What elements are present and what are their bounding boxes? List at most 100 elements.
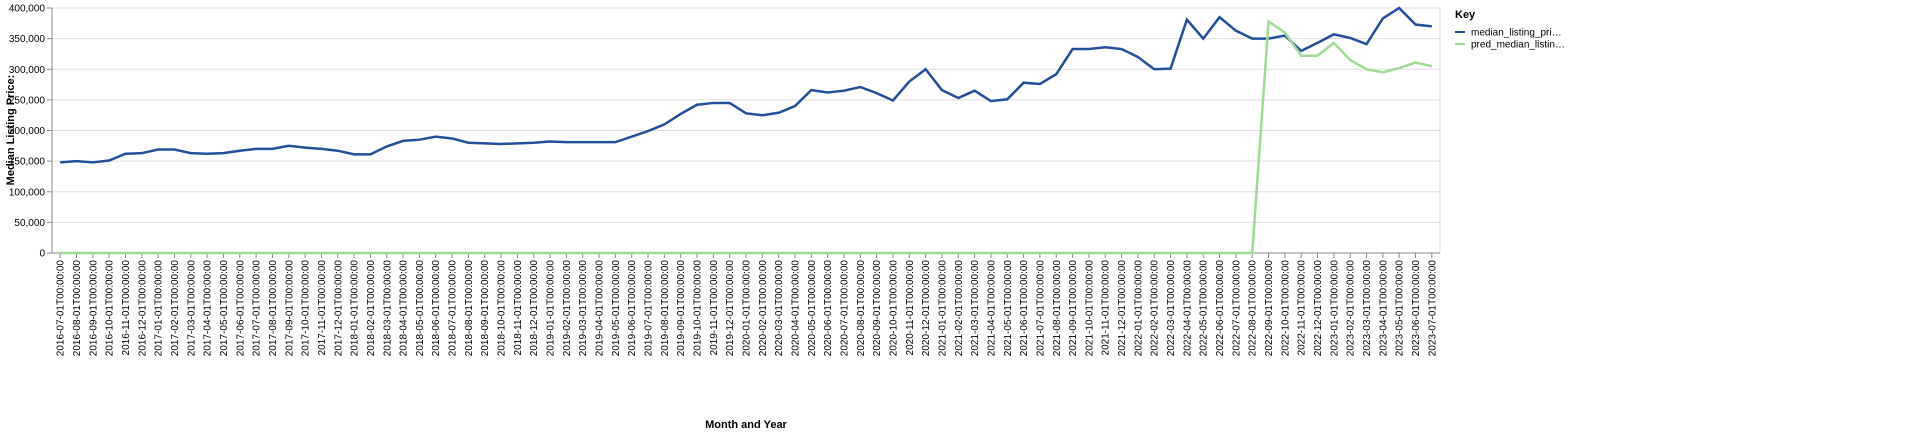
x-tick-label: 2019-07-01T00:00:00 <box>644 260 655 357</box>
series-line <box>60 6 1432 164</box>
x-tick-label: 2017-05-01T00:00:00 <box>219 260 230 357</box>
x-tick-label: 2022-02-01T00:00:00 <box>1150 260 1161 357</box>
x-tick-label: 2021-02-01T00:00:00 <box>954 260 965 357</box>
x-tick-label: 2022-06-01T00:00:00 <box>1215 260 1226 357</box>
legend-label: median_listing_pri… <box>1471 28 1562 39</box>
x-tick-label: 2023-04-01T00:00:00 <box>1378 260 1389 357</box>
x-tick-label: 2018-11-01T00:00:00 <box>513 260 524 356</box>
x-tick-label: 2016-08-01T00:00:00 <box>72 260 83 357</box>
y-tick-label: 200,000 <box>9 126 46 137</box>
x-tick-label: 2018-12-01T00:00:00 <box>529 260 540 357</box>
x-tick-label: 2017-12-01T00:00:00 <box>333 260 344 357</box>
x-tick-label: 2022-07-01T00:00:00 <box>1231 260 1242 357</box>
x-tick-label: 2021-03-01T00:00:00 <box>970 260 981 357</box>
x-tick-label: 2021-04-01T00:00:00 <box>986 260 997 357</box>
x-tick-label: 2021-07-01T00:00:00 <box>1035 260 1046 357</box>
x-tick-label: 2017-01-01T00:00:00 <box>154 260 165 357</box>
x-tick-label: 2017-03-01T00:00:00 <box>186 260 197 357</box>
x-tick-label: 2020-11-01T00:00:00 <box>905 260 916 356</box>
y-tick-label: 150,000 <box>9 157 46 168</box>
x-tick-label: 2019-11-01T00:00:00 <box>709 260 720 356</box>
legend-label: pred_median_listin… <box>1471 40 1565 51</box>
x-tick-label: 2023-06-01T00:00:00 <box>1411 260 1422 357</box>
x-tick-label: 2017-08-01T00:00:00 <box>268 260 279 357</box>
y-tick-label: 350,000 <box>9 34 46 45</box>
x-tick-label: 2020-12-01T00:00:00 <box>921 260 932 357</box>
x-tick-label: 2022-08-01T00:00:00 <box>1248 260 1259 357</box>
x-tick-label: 2022-11-01T00:00:00 <box>1297 260 1308 356</box>
x-tick-label: 2019-06-01T00:00:00 <box>627 260 638 357</box>
x-tick-label: 2022-10-01T00:00:00 <box>1280 260 1291 357</box>
x-tick-label: 2021-09-01T00:00:00 <box>1068 260 1079 357</box>
y-tick-label: 300,000 <box>9 65 46 76</box>
x-tick-label: 2023-05-01T00:00:00 <box>1395 260 1406 357</box>
x-tick-label: 2023-07-01T00:00:00 <box>1427 260 1438 357</box>
y-tick-label: 0 <box>39 249 45 260</box>
y-tick-label: 100,000 <box>9 187 46 198</box>
x-tick-label: 2020-10-01T00:00:00 <box>888 260 899 357</box>
x-tick-label: 2016-10-01T00:00:00 <box>105 260 116 357</box>
x-tick-label: 2019-01-01T00:00:00 <box>546 260 557 357</box>
x-tick-label: 2017-02-01T00:00:00 <box>170 260 181 357</box>
x-tick-label: 2021-05-01T00:00:00 <box>1003 260 1014 357</box>
x-tick-label: 2020-06-01T00:00:00 <box>823 260 834 357</box>
x-tick-label: 2017-06-01T00:00:00 <box>235 260 246 357</box>
y-tick-label: 400,000 <box>9 4 46 15</box>
x-tick-label: 2018-05-01T00:00:00 <box>415 260 426 357</box>
x-tick-label: 2022-12-01T00:00:00 <box>1313 260 1324 357</box>
x-tick-label: 2021-12-01T00:00:00 <box>1117 260 1128 357</box>
x-tick-label: 2016-07-01T00:00:00 <box>56 260 67 357</box>
x-tick-label: 2020-01-01T00:00:00 <box>742 260 753 357</box>
x-tick-label: 2018-08-01T00:00:00 <box>464 260 475 357</box>
legend-title: Key <box>1455 9 1476 21</box>
x-tick-label: 2018-10-01T00:00:00 <box>497 260 508 357</box>
x-tick-label: 2017-11-01T00:00:00 <box>317 260 328 356</box>
x-tick-label: 2019-02-01T00:00:00 <box>562 260 573 357</box>
x-tick-label: 2021-11-01T00:00:00 <box>1101 260 1112 356</box>
x-tick-label: 2016-11-01T00:00:00 <box>121 260 132 356</box>
x-tick-label: 2019-08-01T00:00:00 <box>660 260 671 357</box>
x-tick-label: 2020-09-01T00:00:00 <box>872 260 883 357</box>
x-tick-label: 2019-12-01T00:00:00 <box>725 260 736 357</box>
series-line <box>60 19 1433 255</box>
x-axis-title: Month and Year <box>705 419 787 431</box>
x-tick-label: 2021-06-01T00:00:00 <box>1019 260 1030 357</box>
x-tick-label: 2020-07-01T00:00:00 <box>839 260 850 357</box>
x-tick-label: 2023-03-01T00:00:00 <box>1362 260 1373 357</box>
x-tick-label: 2023-02-01T00:00:00 <box>1346 260 1357 357</box>
x-tick-label: 2018-07-01T00:00:00 <box>448 260 459 357</box>
x-tick-label: 2020-04-01T00:00:00 <box>790 260 801 357</box>
x-tick-label: 2018-01-01T00:00:00 <box>350 260 361 357</box>
x-tick-label: 2019-04-01T00:00:00 <box>595 260 606 357</box>
x-tick-label: 2023-01-01T00:00:00 <box>1329 260 1340 357</box>
x-tick-label: 2021-01-01T00:00:00 <box>937 260 948 357</box>
x-tick-label: 2022-01-01T00:00:00 <box>1133 260 1144 357</box>
y-tick-label: 50,000 <box>14 218 45 229</box>
x-tick-label: 2019-05-01T00:00:00 <box>611 260 622 357</box>
x-tick-label: 2019-03-01T00:00:00 <box>578 260 589 357</box>
x-tick-label: 2020-02-01T00:00:00 <box>758 260 769 357</box>
x-tick-label: 2019-10-01T00:00:00 <box>693 260 704 357</box>
x-tick-label: 2017-04-01T00:00:00 <box>203 260 214 357</box>
x-tick-label: 2022-03-01T00:00:00 <box>1166 260 1177 357</box>
x-tick-label: 2022-04-01T00:00:00 <box>1182 260 1193 357</box>
x-tick-label: 2018-09-01T00:00:00 <box>480 260 491 357</box>
x-tick-label: 2020-08-01T00:00:00 <box>856 260 867 357</box>
x-tick-label: 2020-05-01T00:00:00 <box>807 260 818 357</box>
x-tick-label: 2021-10-01T00:00:00 <box>1084 260 1095 357</box>
x-tick-label: 2021-08-01T00:00:00 <box>1052 260 1063 357</box>
x-tick-label: 2017-10-01T00:00:00 <box>301 260 312 357</box>
x-tick-label: 2017-07-01T00:00:00 <box>252 260 263 357</box>
x-tick-label: 2018-02-01T00:00:00 <box>366 260 377 357</box>
y-axis-title: Median Listing Price: <box>5 75 17 186</box>
x-tick-label: 2019-09-01T00:00:00 <box>676 260 687 357</box>
x-tick-label: 2017-09-01T00:00:00 <box>284 260 295 357</box>
x-tick-label: 2022-05-01T00:00:00 <box>1199 260 1210 357</box>
x-tick-label: 2016-12-01T00:00:00 <box>137 260 148 357</box>
x-tick-label: 2018-04-01T00:00:00 <box>399 260 410 357</box>
x-tick-label: 2022-09-01T00:00:00 <box>1264 260 1275 357</box>
x-tick-label: 2020-03-01T00:00:00 <box>774 260 785 357</box>
y-tick-label: 250,000 <box>9 95 46 106</box>
x-tick-label: 2018-06-01T00:00:00 <box>431 260 442 357</box>
